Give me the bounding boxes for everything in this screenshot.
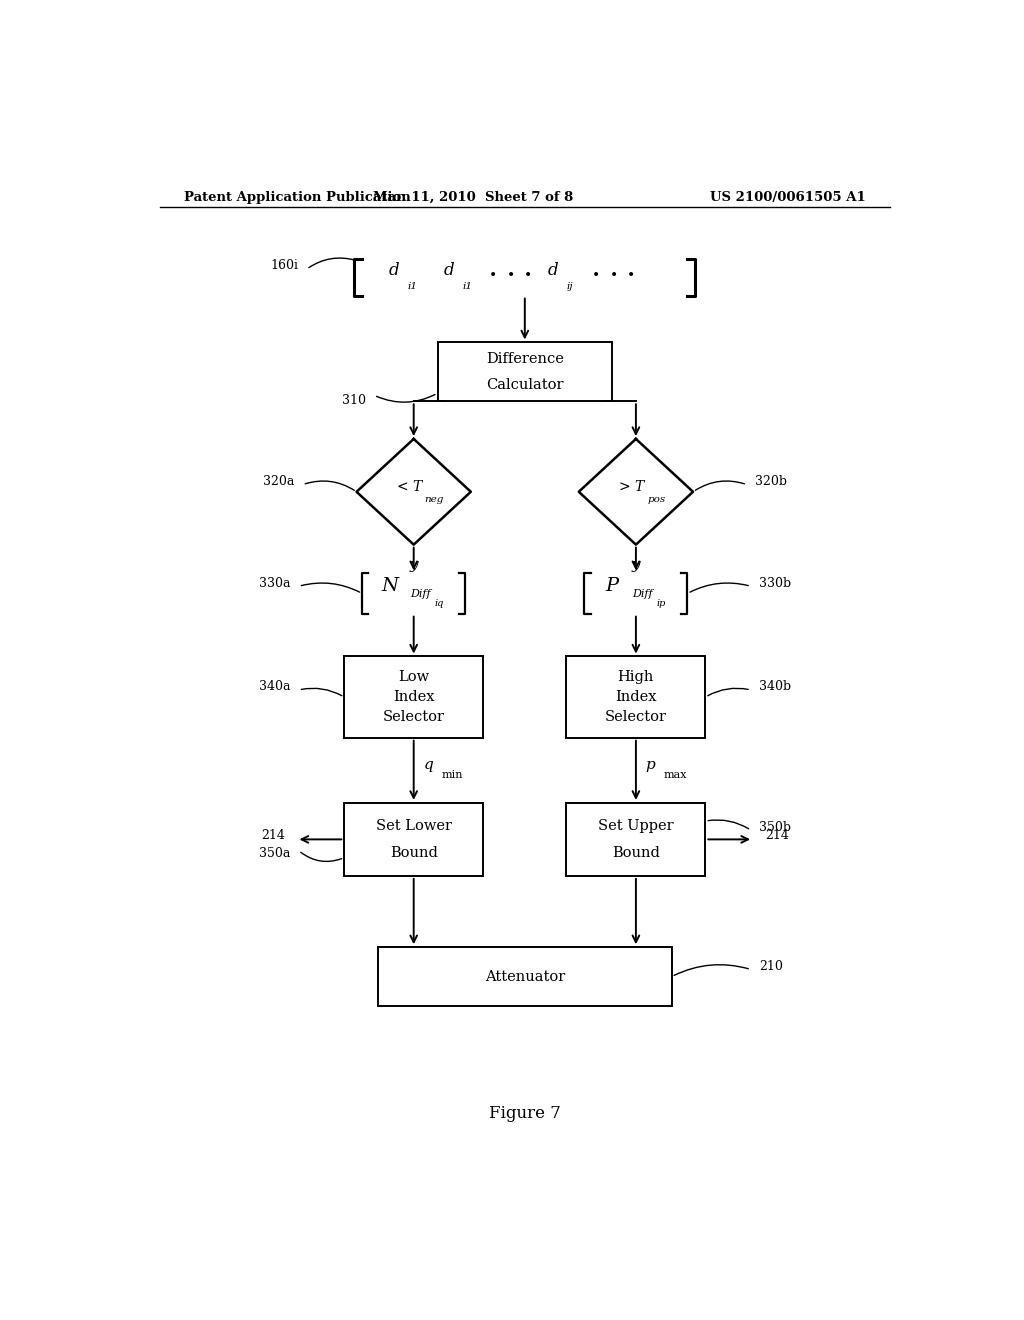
Text: Calculator: Calculator [486,378,563,392]
Bar [344,656,483,738]
Text: N: N [381,577,398,595]
Bar [566,656,706,738]
Text: i1: i1 [463,282,473,292]
Text: 330b: 330b [759,577,791,590]
Text: 320a: 320a [263,475,295,488]
Text: < T: < T [397,479,422,494]
Text: min: min [441,771,463,780]
Text: q: q [423,758,433,772]
FancyArrowPatch shape [301,583,359,593]
Text: Selector: Selector [605,710,667,725]
Text: > T: > T [620,479,644,494]
FancyArrowPatch shape [301,688,342,696]
Text: 320b: 320b [755,475,787,488]
Text: d: d [547,261,558,279]
Text: 210: 210 [759,960,782,973]
Text: •: • [627,269,635,284]
Text: P: P [605,577,618,595]
Text: d: d [388,261,399,279]
Text: Set Lower: Set Lower [376,820,452,833]
Text: Diff: Diff [632,590,652,599]
Text: neg: neg [425,495,444,504]
Text: Difference: Difference [485,351,564,366]
Text: 340a: 340a [259,680,291,693]
FancyArrowPatch shape [695,480,744,490]
Text: Figure 7: Figure 7 [488,1105,561,1122]
FancyArrowPatch shape [301,853,342,862]
Bar [566,803,706,876]
Text: ij: ij [566,282,572,292]
Text: 340b: 340b [759,680,791,693]
Text: p: p [645,758,655,772]
Text: •: • [609,269,617,284]
Text: y: y [410,558,418,572]
Text: max: max [664,771,687,780]
Text: 350b: 350b [759,821,791,834]
Text: High: High [617,669,654,684]
Text: Index: Index [615,690,656,704]
Text: Low: Low [398,669,429,684]
FancyArrowPatch shape [309,257,355,268]
Polygon shape [356,440,471,545]
Text: Selector: Selector [383,710,444,725]
FancyArrowPatch shape [690,583,749,593]
Text: iq: iq [434,599,443,609]
FancyArrowPatch shape [674,965,749,975]
Text: ip: ip [656,599,666,609]
Text: 350a: 350a [259,847,291,861]
Text: Diff: Diff [410,590,430,599]
Text: Attenuator: Attenuator [484,970,565,983]
Text: i1: i1 [408,282,418,292]
FancyArrowPatch shape [377,395,435,403]
Text: d: d [444,261,455,279]
Text: •: • [524,269,532,284]
Text: Mar. 11, 2010  Sheet 7 of 8: Mar. 11, 2010 Sheet 7 of 8 [373,190,573,203]
Bar [344,803,483,876]
Text: y: y [632,558,640,572]
Bar [437,342,612,401]
Text: Index: Index [393,690,434,704]
Text: Set Upper: Set Upper [598,820,674,833]
FancyArrowPatch shape [708,688,749,696]
Text: pos: pos [647,495,666,504]
Text: Bound: Bound [612,846,659,859]
Text: Patent Application Publication: Patent Application Publication [183,190,411,203]
Text: •: • [592,269,600,284]
Text: US 2100/0061505 A1: US 2100/0061505 A1 [711,190,866,203]
Text: •: • [507,269,515,284]
Text: 330a: 330a [259,577,291,590]
FancyArrowPatch shape [305,480,354,490]
Text: 160i: 160i [270,259,299,272]
Bar [378,948,672,1006]
Text: 310: 310 [342,393,367,407]
Text: 214: 214 [261,829,285,842]
Polygon shape [579,440,693,545]
Text: Bound: Bound [390,846,437,859]
FancyArrowPatch shape [708,820,749,829]
Text: •: • [488,269,498,284]
Text: 214: 214 [765,829,788,842]
